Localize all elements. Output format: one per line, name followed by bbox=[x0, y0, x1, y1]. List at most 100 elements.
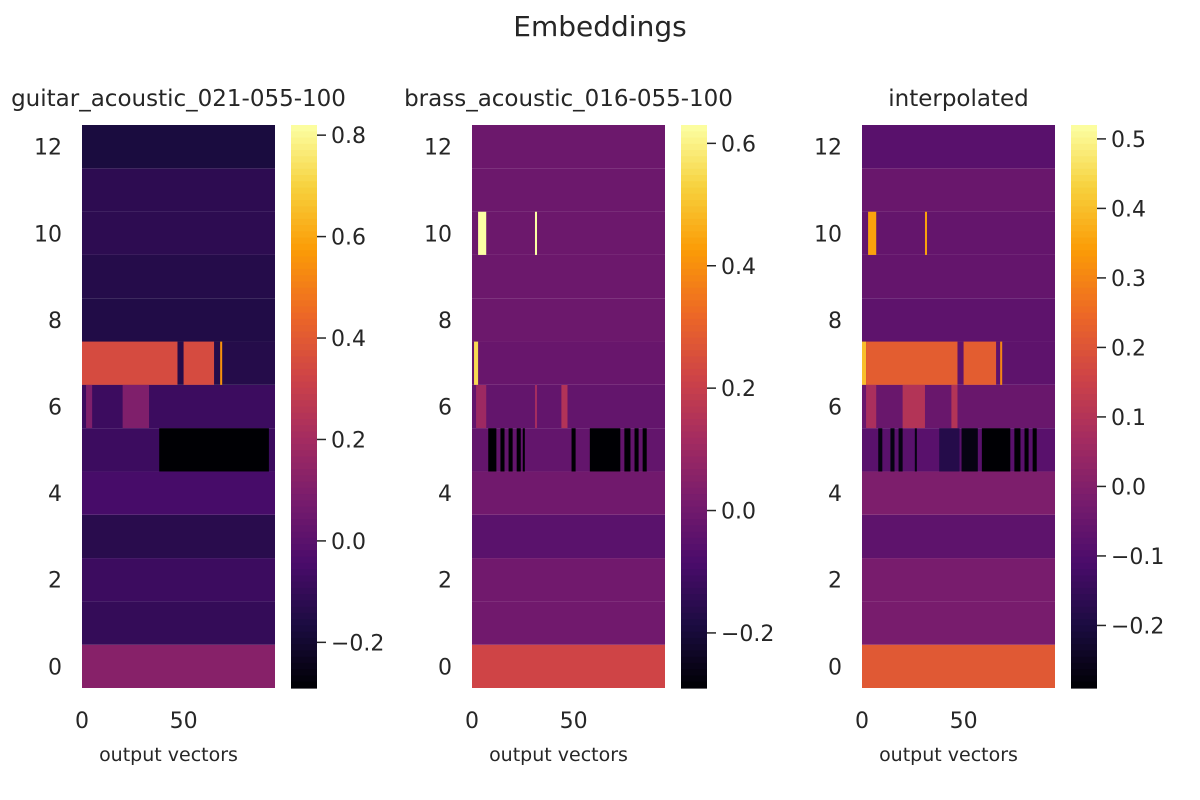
heatmap-cell bbox=[571, 428, 576, 472]
colorbar-tick-label: −0.2 bbox=[331, 631, 384, 656]
heatmap-row bbox=[862, 168, 1055, 212]
colorbar-segment bbox=[681, 356, 707, 364]
y-tick-label: 10 bbox=[34, 222, 62, 247]
colorbar-segment bbox=[681, 512, 707, 520]
colorbar-segment bbox=[291, 437, 317, 445]
y-tick-label: 10 bbox=[814, 222, 842, 247]
colorbar-segment bbox=[1071, 619, 1097, 627]
colorbar-segment bbox=[291, 419, 317, 426]
colorbar-segment bbox=[291, 544, 317, 551]
heatmap-row bbox=[82, 558, 275, 602]
colorbar-segment bbox=[291, 256, 317, 264]
heatmap-row bbox=[82, 298, 275, 342]
colorbar-segment bbox=[291, 168, 317, 176]
colorbar-segment bbox=[291, 650, 317, 658]
y-tick-label: 8 bbox=[828, 309, 842, 334]
colorbar-segment bbox=[681, 494, 707, 501]
colorbar-segment bbox=[291, 218, 317, 226]
heatmap-row bbox=[82, 254, 275, 299]
heatmap-row bbox=[862, 211, 1055, 255]
colorbar-segment bbox=[681, 587, 707, 595]
colorbar-segment bbox=[1071, 362, 1097, 370]
colorbar-segment bbox=[1071, 519, 1097, 526]
colorbar-segment bbox=[681, 187, 707, 195]
colorbar-segment bbox=[291, 206, 317, 214]
colorbar-segment bbox=[681, 368, 707, 376]
heatmap-row bbox=[862, 514, 1055, 559]
colorbar-segment bbox=[1071, 400, 1097, 408]
colorbar-segment bbox=[681, 231, 707, 239]
y-tick-label: 12 bbox=[34, 136, 62, 161]
colorbar-segment bbox=[681, 456, 707, 464]
colorbar-segment bbox=[291, 494, 317, 501]
colorbar-tick-label: 0.0 bbox=[721, 500, 756, 525]
colorbar-segment bbox=[1071, 243, 1097, 251]
heatmap-cell bbox=[1014, 428, 1021, 472]
heatmap-row bbox=[472, 211, 665, 255]
colorbar-segment bbox=[681, 250, 707, 257]
heatmap-row bbox=[472, 298, 665, 342]
colorbar-segment bbox=[1071, 494, 1097, 501]
heatmap-row bbox=[472, 125, 665, 169]
colorbar-segment bbox=[291, 318, 317, 326]
colorbar-segment bbox=[681, 200, 707, 207]
colorbar-tick-label: 0.0 bbox=[331, 530, 366, 555]
colorbar-segment bbox=[1071, 531, 1097, 539]
colorbar-segment bbox=[681, 300, 707, 308]
colorbar-segment bbox=[1071, 143, 1097, 151]
heatmap-cell bbox=[220, 341, 223, 385]
colorbar-segment bbox=[681, 537, 707, 545]
colorbar-segment bbox=[291, 562, 317, 570]
heatmap-row bbox=[862, 298, 1055, 342]
colorbar-segment bbox=[291, 356, 317, 364]
colorbar-segment bbox=[1071, 544, 1097, 551]
heatmap-panel-3: interpolated 0 2 4 6 8 10 12 0 50 output vectors −0… bbox=[814, 86, 1164, 766]
y-tick-label: 8 bbox=[48, 309, 62, 334]
colorbar-segment bbox=[681, 143, 707, 151]
colorbar-segment bbox=[1071, 306, 1097, 314]
colorbar-segment bbox=[1071, 300, 1097, 308]
colorbar-segment bbox=[291, 475, 317, 483]
heatmap-cell bbox=[500, 428, 505, 472]
panel-title: interpolated bbox=[888, 86, 1029, 112]
colorbar-segment bbox=[681, 525, 707, 533]
colorbar-segment bbox=[681, 393, 707, 401]
heatmap-cell bbox=[478, 211, 487, 255]
heatmap-row bbox=[862, 558, 1055, 602]
colorbar-segment bbox=[681, 606, 707, 614]
colorbar-segment bbox=[291, 250, 317, 257]
figure-title: Embeddings bbox=[513, 10, 687, 43]
colorbar-segment bbox=[681, 381, 707, 389]
colorbar-segment bbox=[291, 600, 317, 608]
colorbar-segment bbox=[1071, 212, 1097, 220]
colorbar-segment bbox=[291, 125, 317, 132]
colorbar-segment bbox=[291, 662, 317, 670]
colorbar-segment bbox=[291, 375, 317, 383]
colorbar-segment bbox=[291, 631, 317, 639]
colorbar-segment bbox=[681, 669, 707, 677]
y-tick-label: 2 bbox=[828, 569, 842, 594]
colorbar-segment bbox=[681, 656, 707, 664]
heatmap-cell bbox=[1000, 341, 1003, 385]
heatmap-row bbox=[82, 125, 275, 169]
colorbar-segment bbox=[1071, 375, 1097, 383]
heatmap-cell bbox=[488, 428, 497, 472]
colorbar-segment bbox=[1071, 250, 1097, 257]
colorbar-segment bbox=[1071, 444, 1097, 451]
x-tick-label: 50 bbox=[950, 709, 978, 734]
colorbar-segment bbox=[1071, 193, 1097, 201]
colorbar-segment bbox=[1071, 450, 1097, 458]
colorbar-segment bbox=[1071, 318, 1097, 326]
colorbar-segment bbox=[681, 412, 707, 420]
heatmap-row bbox=[82, 601, 275, 645]
colorbar-segment bbox=[681, 406, 707, 414]
colorbar-segment bbox=[291, 456, 317, 464]
heatmap-row bbox=[82, 168, 275, 212]
colorbar-segment bbox=[291, 293, 317, 301]
colorbar-segment bbox=[1071, 218, 1097, 226]
colorbar-tick-label: −0.2 bbox=[1111, 614, 1164, 639]
colorbar-segment bbox=[291, 569, 317, 576]
colorbar-segment bbox=[681, 500, 707, 508]
colorbar-segment bbox=[291, 131, 317, 139]
heatmap-cell bbox=[474, 341, 479, 385]
